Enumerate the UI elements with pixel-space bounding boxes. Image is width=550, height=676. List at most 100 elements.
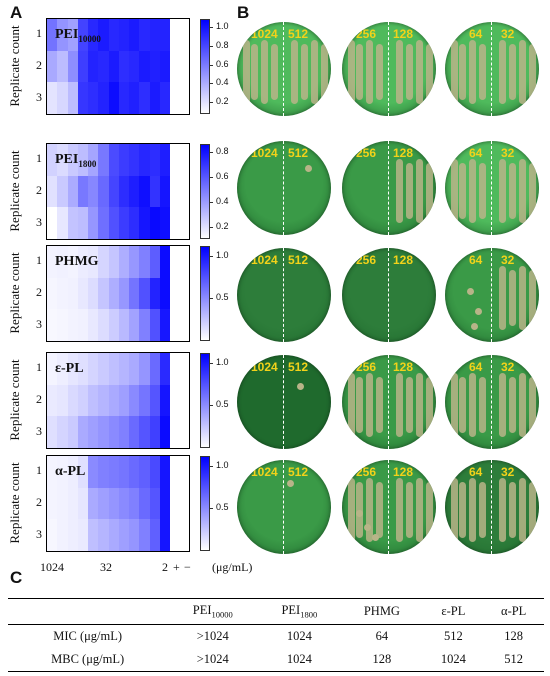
header-text: PEI xyxy=(281,603,301,617)
bacterial-streak xyxy=(406,163,413,219)
colorbar-tick-label: 1.0 xyxy=(216,460,229,470)
bacterial-streak xyxy=(529,270,536,326)
heatmap-cell xyxy=(57,246,68,278)
heatmap-cell xyxy=(129,309,140,341)
bacterial-streak xyxy=(529,482,536,538)
heatmap-cell xyxy=(108,19,119,51)
heatmap-cell xyxy=(57,207,68,239)
dish-concentration-left: 64 xyxy=(469,27,483,41)
heatmap-cell xyxy=(67,353,78,385)
colorbar-tick-mark xyxy=(210,508,213,509)
bacterial-streak xyxy=(426,163,433,219)
heatmap-grid xyxy=(47,353,170,448)
heatmap-cell xyxy=(57,175,68,208)
compound-name: PEI xyxy=(55,27,79,42)
dish-concentration-right: 512 xyxy=(288,146,309,160)
heatmap-cell xyxy=(159,50,170,83)
petri-dish: 1024 512 xyxy=(237,460,331,554)
bacterial-streak xyxy=(451,40,458,104)
replicate-tick: 1 xyxy=(36,253,42,267)
heatmap-cell xyxy=(108,309,119,341)
bacterial-streak xyxy=(396,373,403,437)
colorbar-tick-mark xyxy=(210,466,213,467)
heatmap-cell xyxy=(98,353,109,385)
heatmap-cell xyxy=(149,175,160,208)
compound-name: ε-PL xyxy=(55,361,84,376)
heatmap-cell xyxy=(77,519,88,551)
bacterial-streak xyxy=(376,44,383,100)
table-cell: >1024 xyxy=(196,651,229,666)
heatmap-cell xyxy=(159,19,170,51)
replicate-tick: 3 xyxy=(36,215,42,229)
heatmap-cell xyxy=(67,82,78,114)
bacterial-streak xyxy=(529,377,536,433)
heatmap-cell xyxy=(47,19,58,51)
table-cell: 1024 xyxy=(286,628,312,643)
petri-dish: 256 128 xyxy=(342,141,436,235)
mic-mbc-table: PEI10000 PEI1800 PHMG ε-PL α-PL MIC (μg/… xyxy=(8,598,544,672)
dish-concentration-left: 1024 xyxy=(251,146,278,160)
dish-concentration-right: 512 xyxy=(288,253,309,267)
dish-divider xyxy=(388,248,389,342)
petri-dish: 256 128 xyxy=(342,460,436,554)
table-row-mbc: MBC (μg/mL) >1024 1024 128 1024 512 xyxy=(8,648,544,671)
colorbar-tick-label: 0.6 xyxy=(216,58,229,69)
colorbar-tick-label: 0.2 xyxy=(216,96,229,106)
heatmap-cell xyxy=(139,82,150,114)
heatmap-cell xyxy=(129,456,140,488)
dish-concentration-left: 64 xyxy=(469,146,483,160)
table-header-row: PEI10000 PEI1800 PHMG ε-PL α-PL xyxy=(8,598,544,624)
colorbar-tick-label: 0.8 xyxy=(216,39,229,50)
colorbar-tick-mark xyxy=(210,202,213,203)
heatmap-cell xyxy=(129,19,140,51)
heatmap-cell xyxy=(149,82,160,114)
colorbar-tick-mark xyxy=(210,83,213,85)
dish-concentration-right: 32 xyxy=(501,360,515,374)
heatmap-grid xyxy=(47,456,170,551)
heatmap-cell xyxy=(88,384,99,417)
heatmap-cell xyxy=(108,277,119,310)
heatmap-cell xyxy=(118,353,129,385)
heatmap-cell xyxy=(47,384,58,417)
heatmap-cell xyxy=(67,384,78,417)
heatmap-cell xyxy=(108,456,119,488)
row-label: MBC (μg/mL) xyxy=(51,651,125,666)
petri-dish: 1024 512 xyxy=(237,141,331,235)
heatmap-cell xyxy=(149,144,160,176)
bacterial-streak xyxy=(519,478,526,542)
heatmap-cell xyxy=(77,456,88,488)
bacterial-colony xyxy=(297,383,304,390)
bacterial-streak xyxy=(366,478,373,542)
colorbar-tick-label: 0.6 xyxy=(216,171,229,181)
heatmap-cell xyxy=(88,519,99,551)
heatmap: PEI10000 xyxy=(46,18,190,115)
replicate-tick: 2 xyxy=(36,392,42,406)
table-cell: 512 xyxy=(443,628,463,643)
colorbar xyxy=(200,246,210,341)
header-sub: 1800 xyxy=(300,609,318,620)
heatmap-cell xyxy=(129,353,140,385)
heatmap-cell xyxy=(129,487,140,520)
replicate-tick: 2 xyxy=(36,183,42,197)
replicate-tick: 3 xyxy=(36,317,42,331)
dish-concentration-right: 128 xyxy=(393,360,414,374)
heatmap-cell xyxy=(98,19,109,51)
heatmap: PEI1800 xyxy=(46,143,190,240)
bacterial-colony xyxy=(364,524,371,531)
compound-subscript: 10000 xyxy=(78,33,101,44)
replicate-tick: 3 xyxy=(36,527,42,541)
colorbar-tick-mark xyxy=(210,177,213,178)
dish-concentration-right: 128 xyxy=(393,146,414,160)
bacterial-colony xyxy=(475,308,482,315)
heatmap-cell xyxy=(98,487,109,520)
petri-dish: 64 32 xyxy=(445,22,539,116)
heatmap-cell xyxy=(98,175,109,208)
heatmap-compound-label: PHMG xyxy=(55,254,99,271)
replicate-tick: 2 xyxy=(36,495,42,509)
dish-divider xyxy=(283,460,284,554)
dish-concentration-right: 512 xyxy=(288,465,309,479)
dish-concentration-right: 128 xyxy=(393,27,414,41)
heatmap-cell xyxy=(77,246,88,278)
heatmap-cell xyxy=(129,277,140,310)
bacterial-streak xyxy=(426,377,433,433)
